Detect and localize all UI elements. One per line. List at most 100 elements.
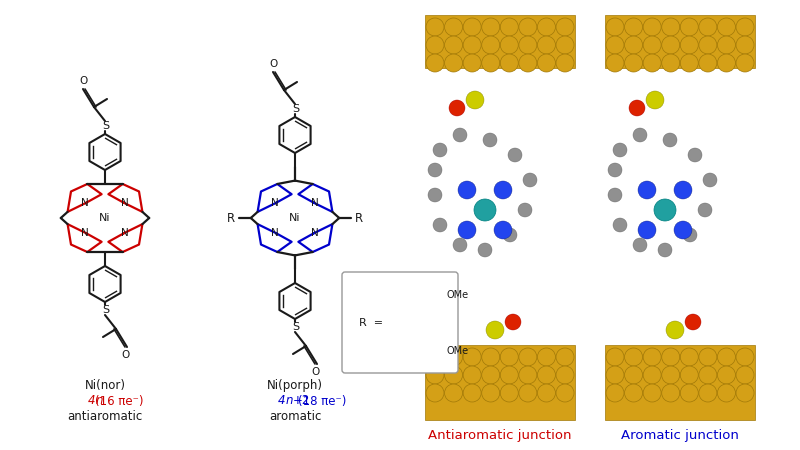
- Circle shape: [426, 54, 444, 72]
- Bar: [605, 15, 755, 68]
- Circle shape: [629, 100, 645, 116]
- Circle shape: [646, 91, 664, 109]
- Circle shape: [500, 18, 518, 36]
- Circle shape: [625, 18, 642, 36]
- Circle shape: [633, 238, 647, 252]
- Circle shape: [482, 348, 500, 366]
- Circle shape: [556, 366, 574, 384]
- Circle shape: [458, 181, 476, 199]
- Circle shape: [453, 238, 467, 252]
- Circle shape: [445, 348, 462, 366]
- Circle shape: [426, 348, 444, 366]
- Circle shape: [426, 366, 444, 384]
- Text: aromatic: aromatic: [269, 410, 321, 423]
- Text: N: N: [121, 228, 129, 238]
- Circle shape: [643, 366, 661, 384]
- Circle shape: [519, 18, 537, 36]
- Circle shape: [445, 36, 462, 54]
- Circle shape: [606, 348, 624, 366]
- Circle shape: [643, 18, 661, 36]
- Circle shape: [556, 36, 574, 54]
- Circle shape: [680, 36, 698, 54]
- Circle shape: [428, 188, 442, 202]
- Text: N: N: [82, 198, 89, 208]
- Circle shape: [482, 54, 500, 72]
- Text: Aromatic junction: Aromatic junction: [621, 428, 739, 441]
- Text: Ni(porph): Ni(porph): [267, 378, 323, 392]
- Circle shape: [625, 54, 642, 72]
- Circle shape: [463, 54, 481, 72]
- Circle shape: [662, 366, 680, 384]
- Text: R: R: [226, 212, 235, 225]
- Circle shape: [449, 100, 465, 116]
- Circle shape: [556, 54, 574, 72]
- Circle shape: [683, 228, 697, 242]
- Circle shape: [718, 36, 735, 54]
- Circle shape: [482, 36, 500, 54]
- Circle shape: [466, 91, 484, 109]
- Circle shape: [538, 54, 555, 72]
- Circle shape: [606, 366, 624, 384]
- Circle shape: [625, 36, 642, 54]
- Text: O: O: [312, 367, 320, 377]
- Text: S: S: [293, 104, 299, 114]
- Circle shape: [453, 128, 467, 142]
- Circle shape: [663, 133, 677, 147]
- Circle shape: [458, 221, 476, 239]
- Text: S: S: [102, 305, 110, 315]
- Circle shape: [426, 384, 444, 402]
- Circle shape: [508, 148, 522, 162]
- Circle shape: [662, 18, 680, 36]
- Circle shape: [718, 18, 735, 36]
- Circle shape: [633, 128, 647, 142]
- Circle shape: [718, 348, 735, 366]
- Circle shape: [500, 54, 518, 72]
- Text: +2: +2: [292, 395, 310, 408]
- Text: Ni: Ni: [99, 213, 110, 223]
- Circle shape: [486, 321, 504, 339]
- Circle shape: [643, 54, 661, 72]
- Text: S: S: [293, 322, 299, 332]
- Circle shape: [606, 36, 624, 54]
- Circle shape: [625, 366, 642, 384]
- Circle shape: [674, 221, 692, 239]
- Circle shape: [699, 18, 717, 36]
- Circle shape: [519, 54, 537, 72]
- Circle shape: [688, 148, 702, 162]
- Text: Ni: Ni: [290, 213, 301, 223]
- Circle shape: [433, 143, 447, 157]
- Circle shape: [478, 243, 492, 257]
- Circle shape: [500, 366, 518, 384]
- Circle shape: [718, 366, 735, 384]
- Text: R: R: [355, 212, 363, 225]
- Circle shape: [613, 218, 627, 232]
- Circle shape: [699, 54, 717, 72]
- Circle shape: [483, 133, 497, 147]
- Text: OMe: OMe: [446, 346, 469, 356]
- Circle shape: [426, 36, 444, 54]
- Circle shape: [680, 54, 698, 72]
- Circle shape: [494, 221, 512, 239]
- Circle shape: [445, 54, 462, 72]
- Circle shape: [503, 228, 517, 242]
- Circle shape: [463, 36, 481, 54]
- Circle shape: [643, 348, 661, 366]
- Circle shape: [685, 314, 701, 330]
- Circle shape: [736, 348, 754, 366]
- Text: Ni(nor): Ni(nor): [85, 378, 126, 392]
- Circle shape: [699, 348, 717, 366]
- Circle shape: [662, 384, 680, 402]
- Circle shape: [666, 321, 684, 339]
- Circle shape: [538, 348, 555, 366]
- Circle shape: [699, 366, 717, 384]
- Circle shape: [538, 18, 555, 36]
- Circle shape: [518, 203, 532, 217]
- Circle shape: [736, 18, 754, 36]
- Circle shape: [608, 163, 622, 177]
- Circle shape: [445, 384, 462, 402]
- Circle shape: [482, 366, 500, 384]
- Text: n: n: [286, 395, 293, 408]
- Circle shape: [445, 366, 462, 384]
- Text: R  =: R =: [359, 318, 383, 328]
- Text: N: N: [121, 198, 129, 208]
